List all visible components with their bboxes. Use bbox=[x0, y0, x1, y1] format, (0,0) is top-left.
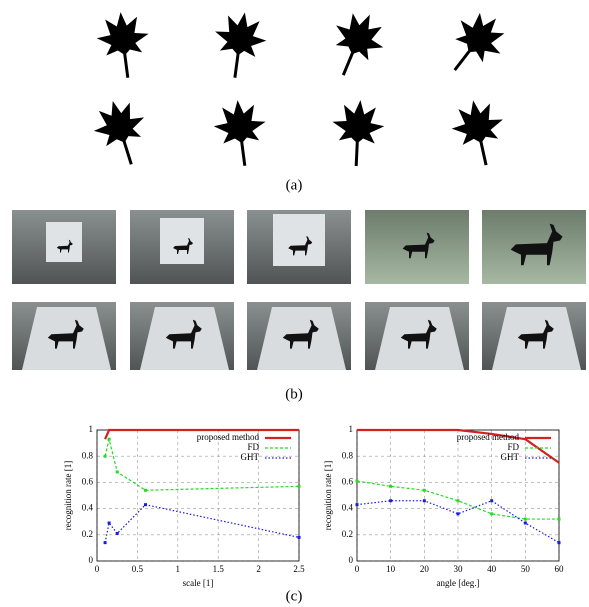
y-axis-label: recognition rate [1] bbox=[63, 461, 73, 530]
series-line bbox=[105, 505, 299, 543]
leaf bbox=[95, 10, 153, 80]
caption: (b) bbox=[285, 386, 303, 402]
marker bbox=[298, 485, 301, 488]
y-tick-label: 0 bbox=[349, 555, 354, 565]
y-tick-label: 0.6 bbox=[342, 476, 354, 486]
x-tick-label: 30 bbox=[454, 564, 464, 574]
marker bbox=[524, 518, 527, 521]
photo bbox=[12, 210, 116, 284]
marker bbox=[457, 512, 460, 515]
legend-label: GHT bbox=[501, 452, 520, 462]
photo bbox=[247, 210, 351, 284]
marker bbox=[457, 499, 460, 502]
photo bbox=[365, 302, 469, 370]
leaf bbox=[318, 4, 393, 86]
x-tick-label: 1.5 bbox=[213, 564, 225, 574]
y-tick-label: 0.8 bbox=[82, 450, 94, 460]
photo bbox=[482, 210, 586, 284]
x-tick-label: 40 bbox=[487, 564, 497, 574]
photo bbox=[365, 210, 469, 284]
photo bbox=[130, 302, 234, 370]
marker bbox=[108, 522, 111, 525]
y-tick-label: 0.2 bbox=[82, 529, 93, 539]
leaf bbox=[448, 96, 511, 170]
x-tick-label: 10 bbox=[386, 564, 396, 574]
x-tick-label: 60 bbox=[555, 564, 565, 574]
legend-label: GHT bbox=[241, 452, 260, 462]
figure: (a) (b) (c) 00.20.40.60.8100.511.522.5sc… bbox=[0, 0, 589, 607]
board bbox=[46, 222, 82, 262]
x-tick-label: 0.5 bbox=[132, 564, 144, 574]
marker bbox=[104, 455, 107, 458]
y-tick-label: 0.6 bbox=[82, 476, 94, 486]
photo bbox=[482, 302, 586, 370]
y-tick-label: 0.4 bbox=[82, 503, 94, 513]
legend-label: proposed method bbox=[457, 432, 520, 442]
line-chart: 0 0.2 0.4 0.6 0.8 1 0 0.5 1 1.5 2 2.5 scale [1] recog… bbox=[63, 424, 305, 588]
x-tick-label: 20 bbox=[420, 564, 430, 574]
board bbox=[160, 218, 204, 264]
x-tick-label: 2.5 bbox=[293, 564, 305, 574]
leaf bbox=[329, 98, 387, 168]
leaf bbox=[208, 8, 271, 82]
x-tick-label: 2 bbox=[256, 564, 261, 574]
marker bbox=[356, 480, 359, 483]
marker bbox=[524, 522, 527, 525]
caption: (c) bbox=[286, 588, 303, 604]
x-axis-label: angle [deg.] bbox=[437, 578, 480, 588]
photo bbox=[130, 210, 234, 284]
leaf bbox=[88, 94, 155, 171]
x-tick-label: 50 bbox=[521, 564, 531, 574]
marker bbox=[389, 499, 392, 502]
marker bbox=[108, 438, 111, 441]
y-tick-label: 0.2 bbox=[342, 529, 353, 539]
y-tick-label: 0 bbox=[89, 555, 94, 565]
marker bbox=[298, 536, 301, 539]
marker bbox=[144, 503, 147, 506]
marker bbox=[423, 499, 426, 502]
board bbox=[273, 214, 325, 266]
marker bbox=[558, 518, 561, 521]
photo bbox=[12, 302, 116, 370]
plot-frame bbox=[97, 430, 299, 561]
y-tick-label: 1 bbox=[89, 424, 94, 434]
marker bbox=[116, 470, 119, 473]
marker bbox=[116, 532, 119, 535]
x-axis-label: scale [1] bbox=[183, 578, 214, 588]
legend-label: FD bbox=[507, 442, 519, 452]
x-tick-label: 1 bbox=[176, 564, 181, 574]
y-tick-label: 0.4 bbox=[342, 503, 354, 513]
marker bbox=[356, 503, 359, 506]
legend-label: FD bbox=[247, 442, 259, 452]
y-tick-label: 0.8 bbox=[342, 450, 354, 460]
leaf-silhouettes bbox=[88, 2, 516, 172]
photos bbox=[12, 210, 586, 370]
x-tick-label: 0 bbox=[355, 564, 360, 574]
marker bbox=[144, 489, 147, 492]
caption: (a) bbox=[286, 177, 303, 193]
legend-label: proposed method bbox=[197, 432, 260, 442]
marker bbox=[423, 489, 426, 492]
marker bbox=[389, 485, 392, 488]
x-tick-label: 0 bbox=[95, 564, 100, 574]
y-axis-label: recognition rate [1] bbox=[323, 461, 333, 530]
photo bbox=[247, 302, 351, 370]
leaf bbox=[434, 2, 516, 86]
marker bbox=[490, 512, 493, 515]
marker bbox=[490, 499, 493, 502]
y-tick-label: 1 bbox=[349, 424, 354, 434]
marker bbox=[558, 541, 561, 544]
marker bbox=[104, 541, 107, 544]
leaf bbox=[212, 98, 270, 168]
series-line bbox=[105, 439, 299, 490]
